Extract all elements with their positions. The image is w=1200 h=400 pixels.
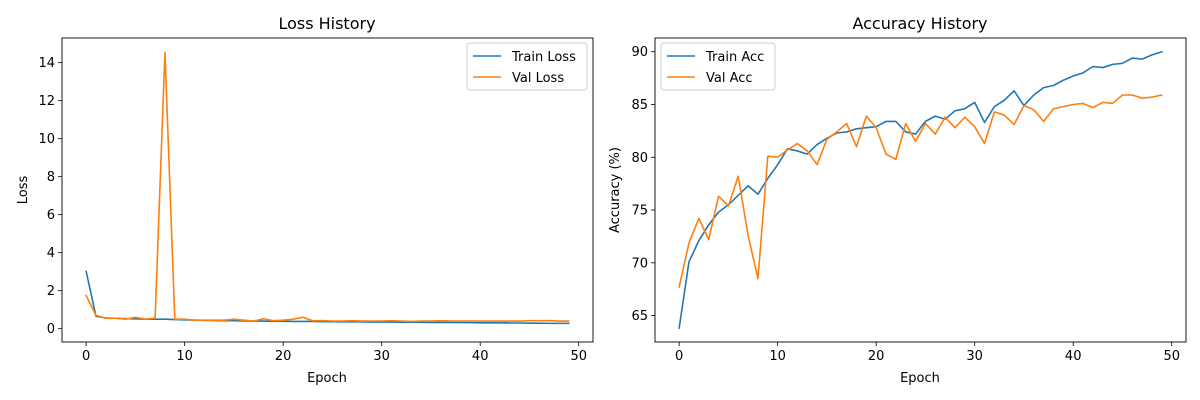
loss-y-tick-label: 14 [38,56,55,71]
loss-y-ticks: 0 2 4 6 8 10 12 14 [38,56,62,337]
loss-x-ticks: 0 10 20 30 40 50 [82,342,587,364]
loss-axes-frame [61,37,594,343]
loss-y-tick-label: 12 [38,94,55,109]
accuracy-y-label: Accuracy (%) [608,147,623,233]
loss-x-tick-label: 20 [275,349,292,364]
accuracy-y-ticks: 65 70 75 80 85 90 [631,45,655,324]
loss-y-label: Loss [16,176,31,205]
accuracy-series-train-line [678,50,1163,330]
loss-y-tick-label: 10 [38,132,55,147]
accuracy-y-tick-label: 85 [631,98,648,113]
loss-x-tick-label: 0 [82,349,90,364]
loss-y-tick-label: 0 [47,322,55,337]
loss-chart-title: Loss History [278,14,375,33]
loss-y-tick-label: 2 [47,284,55,299]
accuracy-x-tick-label: 40 [1065,349,1082,364]
accuracy-series [678,50,1163,330]
accuracy-chart-title: Accuracy History [852,14,987,33]
loss-legend-train-label: Train Loss [511,50,576,65]
loss-series-val-line [85,51,570,323]
accuracy-y-tick-label: 90 [631,45,648,60]
accuracy-x-tick-label: 0 [675,349,683,364]
accuracy-x-label: Epoch [900,371,940,386]
loss-y-tick-label: 8 [47,170,55,185]
accuracy-y-tick-label: 65 [631,309,648,324]
accuracy-y-tick-label: 80 [631,151,648,166]
accuracy-x-ticks: 0 10 20 30 40 50 [675,342,1180,364]
loss-legend-val-label: Val Loss [512,71,564,86]
loss-y-tick-label: 6 [47,208,55,223]
accuracy-legend-val-label: Val Acc [706,71,753,86]
accuracy-axes-frame [654,37,1187,343]
accuracy-y-tick-label: 75 [631,204,648,219]
loss-x-tick-label: 30 [373,349,390,364]
accuracy-chart: Accuracy History 0 10 20 30 40 50 65 70 75 80 85 9… [608,14,1187,386]
accuracy-y-tick-label: 70 [631,256,648,271]
loss-x-tick-label: 10 [176,349,193,364]
loss-y-tick-label: 4 [47,246,55,261]
accuracy-x-tick-label: 30 [966,349,983,364]
accuracy-legend-box [660,42,776,91]
accuracy-legend: Train Acc Val Acc [660,42,776,91]
accuracy-legend-train-label: Train Acc [705,50,764,65]
loss-x-label: Epoch [307,371,347,386]
accuracy-series-val-line [678,94,1163,288]
loss-x-tick-label: 50 [570,349,587,364]
loss-x-tick-label: 40 [472,349,489,364]
loss-legend-box [466,42,588,91]
accuracy-x-tick-label: 50 [1163,349,1180,364]
loss-series [85,51,570,325]
loss-legend: Train Loss Val Loss [466,42,588,91]
loss-chart: Loss History 0 10 20 30 40 50 0 2 4 6 8 10 12 14 Epo… [16,14,594,386]
accuracy-x-tick-label: 10 [769,349,786,364]
accuracy-x-tick-label: 20 [868,349,885,364]
